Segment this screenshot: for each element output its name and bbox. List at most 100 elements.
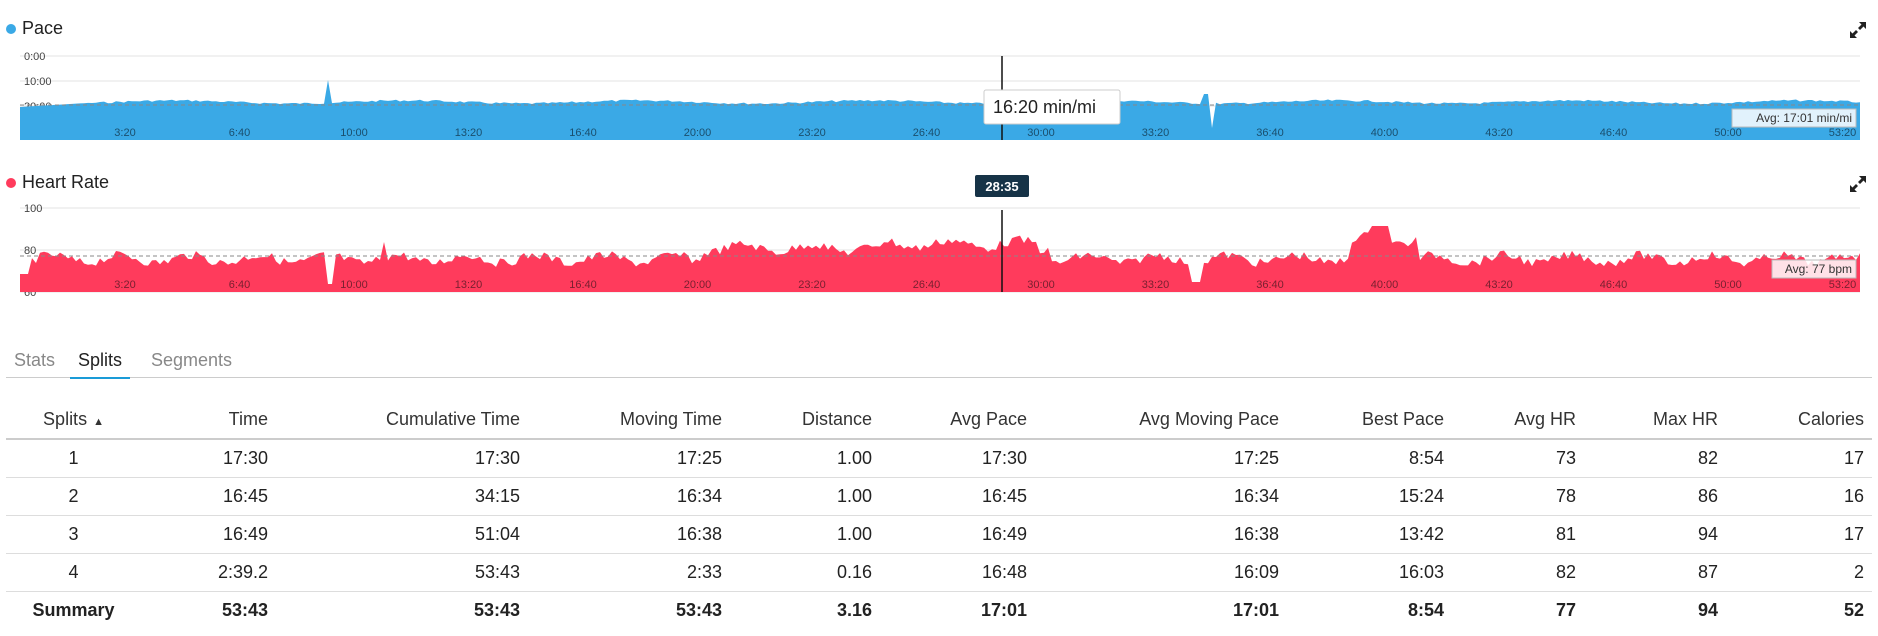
table-cell: 53:43 [675, 600, 722, 620]
column-header-avg-pace[interactable]: Avg Pace [880, 400, 1035, 440]
column-header-avg-moving-pace[interactable]: Avg Moving Pace [1035, 400, 1287, 440]
x-tick-label: 33:20 [1142, 127, 1170, 139]
pace-chart-title: Pace [6, 18, 63, 39]
table-cell: 2:33 [528, 553, 730, 592]
x-tick-label: 43:20 [1485, 127, 1513, 139]
table-cell: 16:03 [1287, 553, 1452, 592]
sort-ascending-icon: ▲ [93, 415, 104, 428]
x-tick-label: 36:40 [1256, 279, 1284, 291]
x-tick-label: 3:20 [114, 279, 135, 291]
table-cell: Summary [32, 600, 115, 620]
x-tick-label: 30:00 [1027, 279, 1055, 291]
table-cell: 0.16 [730, 553, 880, 592]
table-cell: 73 [1452, 439, 1584, 478]
tab-segments[interactable]: Segments [151, 350, 233, 370]
table-cell: 4 [6, 553, 141, 592]
x-tick-label: 43:20 [1485, 279, 1513, 291]
table-cell: 17:01 [980, 600, 1027, 620]
table-row: 2 16:45 34:15 16:34 1.00 16:45 16:34 15:… [6, 477, 1872, 516]
x-tick-label: 10:00 [340, 279, 368, 291]
x-tick-label: 33:20 [1142, 279, 1170, 291]
table-cell: 17:25 [528, 439, 730, 478]
y-tick-label: 100 [24, 203, 42, 215]
table-row: 3 16:49 51:04 16:38 1.00 16:49 16:38 13:… [6, 515, 1872, 554]
table-cell: 16:49 [880, 515, 1035, 554]
column-header-max-hr[interactable]: Max HR [1584, 400, 1726, 440]
y-tick-label: 10:00 [24, 76, 52, 88]
pace-legend-dot-icon [6, 23, 16, 34]
table-cell: 3.16 [836, 600, 872, 620]
x-tick-label: 16:40 [569, 127, 597, 139]
table-cell: 77 [1555, 600, 1576, 620]
y-tick-label: 80 [24, 245, 36, 257]
x-tick-label: 20:00 [684, 127, 712, 139]
column-header-distance[interactable]: Distance [730, 400, 880, 440]
table-cell: 8:54 [1287, 439, 1452, 478]
x-tick-label: 26:40 [913, 279, 941, 291]
column-header-splits[interactable]: Splits ▲ [6, 400, 141, 440]
heart-rate-legend-dot-icon [6, 177, 16, 188]
column-header-best-pace[interactable]: Best Pace [1287, 400, 1452, 440]
x-tick-label: 23:20 [798, 127, 826, 139]
table-cell: 1.00 [730, 439, 880, 478]
column-header-cumulative-time[interactable]: Cumulative Time [276, 400, 528, 440]
y-tick-label: 0:00 [24, 51, 45, 63]
table-cell: 16:45 [141, 477, 276, 516]
table-cell: 53:43 [221, 600, 268, 620]
x-tick-label: 40:00 [1371, 127, 1399, 139]
table-cell: 1 [6, 439, 141, 478]
summary-row: Summary 53:43 53:43 53:43 3.16 17:01 17:… [6, 592, 1872, 630]
x-tick-label: 30:00 [1027, 127, 1055, 139]
heart-rate-expand-icon[interactable] [1848, 174, 1868, 194]
column-header-calories[interactable]: Calories [1726, 400, 1872, 440]
average-label: Avg: 17:01 min/mi [1731, 108, 1857, 128]
heart-rate-chart-title: Heart Rate [6, 172, 109, 193]
table-cell: 17:25 [1035, 439, 1287, 478]
table-row: 1 17:30 17:30 17:25 1.00 17:30 17:25 8:5… [6, 439, 1872, 478]
table-cell: 8:54 [1407, 600, 1444, 620]
table-cell: 17 [1726, 439, 1872, 478]
activity-tabs: Stats Splits Segments [6, 345, 1872, 379]
column-header-time[interactable]: Time [141, 400, 276, 440]
table-cell: 1.00 [730, 477, 880, 516]
heart-rate-title-text: Heart Rate [22, 172, 110, 192]
average-label-text: Avg: 77 bpm [1785, 262, 1852, 276]
tab-splits[interactable]: Splits [70, 349, 131, 379]
table-cell: 82 [1584, 439, 1726, 478]
pace-expand-icon[interactable] [1848, 20, 1868, 40]
table-cell: 16:34 [528, 477, 730, 516]
series-area [20, 80, 1860, 140]
table-cell: 16:34 [1035, 477, 1287, 516]
table-cell: 2 [1726, 553, 1872, 592]
column-header-avg-hr[interactable]: Avg HR [1452, 400, 1584, 440]
x-tick-label: 6:40 [229, 127, 250, 139]
table-cell: 16:38 [528, 515, 730, 554]
table-header-row: Splits ▲ Time Cumulative Time Moving Time… [6, 400, 1872, 440]
heart-rate-cursor-time-badge: 28:35 [975, 175, 1029, 197]
average-label-text: Avg: 17:01 min/mi [1756, 111, 1852, 125]
x-tick-label: 26:40 [913, 127, 941, 139]
table-cell: 16:49 [141, 515, 276, 554]
table-cell: 51:04 [276, 515, 528, 554]
table-cell: 1.00 [730, 515, 880, 554]
x-tick-label: 10:00 [340, 127, 368, 139]
table-cell: 17:30 [276, 439, 528, 478]
x-tick-label: 13:20 [455, 127, 483, 139]
table-cell: 16:48 [880, 553, 1035, 592]
pace-chart-canvas[interactable]: 0:00 10:00 20:00 30:00 3:20 6:40 10:00 13:20 16:… [0, 10, 1878, 150]
table-cell: 16:38 [1035, 515, 1287, 554]
x-tick-label: 40:00 [1371, 279, 1399, 291]
table-cell: 13:42 [1287, 515, 1452, 554]
x-tick-label: 36:40 [1256, 127, 1284, 139]
heart-rate-chart: 100 80 60 3:20 6:40 10:00 13:20 16:40 20:00 23:20… [0, 164, 1878, 304]
table-cell: 2 [6, 477, 141, 516]
x-tick-label: 13:20 [455, 279, 483, 291]
table-cell: 3 [6, 515, 141, 554]
pace-title-text: Pace [22, 18, 64, 38]
pace-tooltip-text: 16:20 min/mi [993, 97, 1096, 117]
series-area [20, 226, 1860, 292]
table-cell: 2:39.2 [141, 553, 276, 592]
column-header-moving-time[interactable]: Moving Time [528, 400, 730, 440]
tab-stats[interactable]: Stats [14, 350, 56, 370]
